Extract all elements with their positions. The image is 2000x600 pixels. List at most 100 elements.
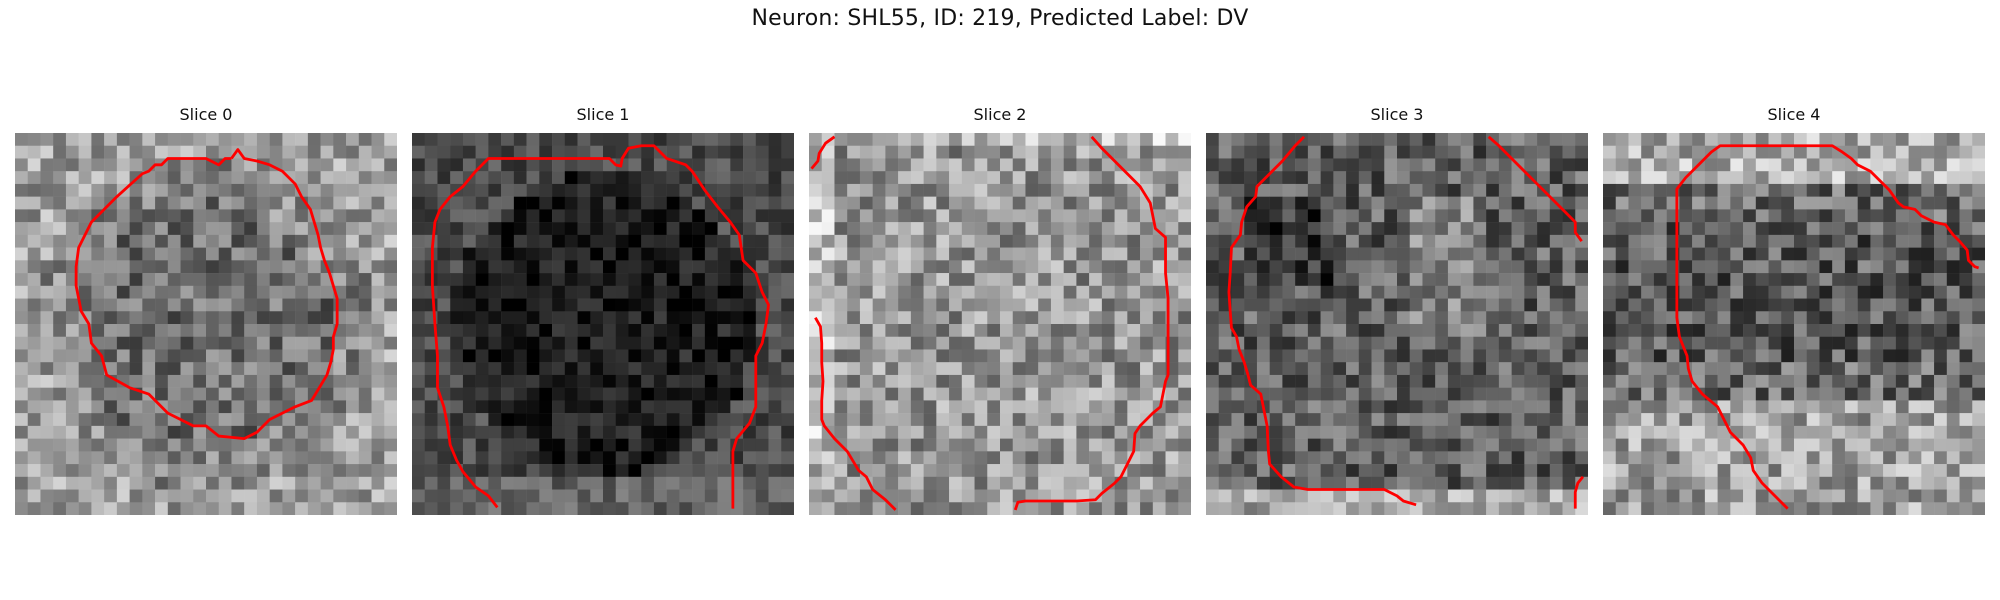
pixel [193, 311, 207, 325]
pixel [371, 171, 385, 185]
pixel [412, 336, 425, 350]
pixel [1832, 158, 1846, 172]
pixel [1908, 476, 1922, 490]
pixel [1717, 285, 1731, 299]
pixel [1934, 464, 1948, 478]
pixel [653, 464, 667, 478]
pixel [1844, 349, 1858, 363]
pixel [1641, 145, 1655, 159]
pixel [1511, 400, 1525, 414]
pixel [1000, 362, 1013, 376]
pixel [526, 171, 540, 185]
pixel [1730, 285, 1744, 299]
pixel [1781, 183, 1795, 197]
pixel [730, 260, 744, 274]
pixel [1371, 234, 1385, 248]
pixel [1549, 362, 1563, 376]
pixel [628, 183, 642, 197]
pixel [987, 489, 1001, 503]
pixel [1295, 247, 1309, 261]
pixel [346, 451, 360, 465]
pixel [1435, 413, 1449, 427]
pixel [1218, 145, 1232, 159]
pixel [1641, 464, 1655, 478]
pixel [1231, 438, 1245, 452]
pixel [923, 171, 937, 185]
pixel [1206, 209, 1219, 223]
pixel [1819, 464, 1833, 478]
pixel [885, 209, 899, 223]
pixel [768, 349, 782, 363]
pixel [859, 196, 873, 210]
pixel [320, 413, 334, 427]
pixel [1447, 222, 1461, 236]
pixel [424, 209, 438, 223]
pixel [1256, 502, 1270, 515]
pixel [40, 336, 54, 350]
pixel [167, 298, 181, 312]
pixel [1511, 451, 1525, 465]
pixel [1063, 502, 1077, 515]
pixel [218, 438, 232, 452]
pixel [346, 336, 360, 350]
pixel [513, 298, 527, 312]
pixel [1641, 438, 1655, 452]
pixel [1371, 133, 1385, 146]
pixel [603, 336, 616, 350]
pixel [949, 260, 963, 274]
pixel [295, 489, 309, 503]
pixel [501, 145, 515, 159]
pixel [384, 476, 397, 490]
pixel [1844, 476, 1858, 490]
pixel [142, 171, 156, 185]
pixel [1231, 362, 1245, 376]
pixel [1231, 476, 1245, 490]
pixel [755, 387, 769, 401]
pixel [206, 476, 219, 490]
pixel [1447, 349, 1461, 363]
pixel [1486, 464, 1500, 478]
pixel [755, 183, 769, 197]
pixel [949, 171, 963, 185]
pixel [1038, 298, 1052, 312]
pixel [590, 183, 604, 197]
pixel [910, 324, 924, 337]
pixel [1511, 425, 1525, 439]
pixel [1012, 425, 1026, 439]
pixel [1127, 298, 1141, 312]
pixel [307, 464, 321, 478]
pixel [1603, 171, 1616, 185]
pixel [1743, 222, 1757, 236]
pixel [180, 298, 194, 312]
pixel [1972, 158, 1985, 172]
pixel [27, 158, 41, 172]
pixel [615, 311, 629, 325]
pixel [78, 158, 92, 172]
pixel [1371, 324, 1385, 337]
pixel [936, 222, 950, 236]
pixel [1244, 145, 1258, 159]
pixel [1012, 311, 1026, 325]
pixel [1178, 502, 1191, 515]
pixel [730, 400, 744, 414]
pixel [1921, 413, 1935, 427]
pixel [1537, 298, 1551, 312]
pixel [412, 183, 425, 197]
pixel [1844, 298, 1858, 312]
pixel [1244, 336, 1258, 350]
pixel [295, 311, 309, 325]
pixel [1959, 489, 1973, 503]
pixel [1231, 387, 1245, 401]
pixel [1371, 171, 1385, 185]
pixel [1755, 298, 1769, 312]
pixel [577, 133, 591, 146]
pixel [552, 374, 566, 388]
pixel [129, 298, 143, 312]
pixel [53, 234, 67, 248]
pixel [462, 349, 476, 363]
pixel [1218, 451, 1232, 465]
pixel [1256, 158, 1270, 172]
pixel [91, 502, 105, 515]
pixel [1730, 451, 1744, 465]
pixel [206, 387, 219, 401]
